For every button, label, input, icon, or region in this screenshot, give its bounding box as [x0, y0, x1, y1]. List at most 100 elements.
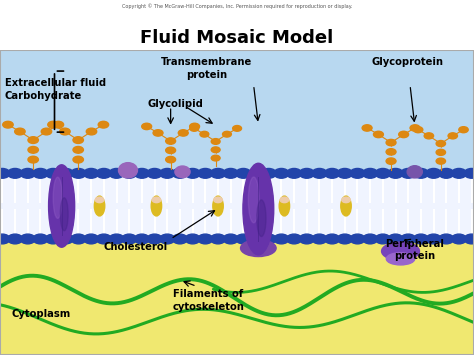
Circle shape — [166, 147, 175, 153]
Circle shape — [122, 234, 137, 244]
Ellipse shape — [95, 197, 104, 203]
Ellipse shape — [214, 197, 222, 203]
Ellipse shape — [257, 200, 266, 236]
Circle shape — [0, 234, 10, 244]
Circle shape — [363, 234, 378, 244]
Circle shape — [20, 234, 36, 244]
Circle shape — [413, 127, 423, 133]
Circle shape — [464, 234, 474, 244]
Circle shape — [122, 169, 137, 178]
Text: Filaments of
cytoskeleton: Filaments of cytoskeleton — [173, 289, 245, 312]
Circle shape — [147, 234, 162, 244]
Ellipse shape — [118, 163, 137, 178]
Bar — [0, 50, 474, 177]
Circle shape — [71, 234, 86, 244]
Circle shape — [451, 234, 466, 244]
Text: Cholesterol: Cholesterol — [103, 242, 167, 252]
Circle shape — [261, 169, 276, 178]
Circle shape — [211, 138, 220, 144]
Circle shape — [211, 147, 220, 153]
Circle shape — [274, 169, 289, 178]
Ellipse shape — [241, 240, 276, 257]
Circle shape — [459, 127, 468, 133]
Ellipse shape — [382, 242, 419, 260]
Circle shape — [46, 234, 61, 244]
Circle shape — [248, 169, 264, 178]
Text: Peripheral
protein: Peripheral protein — [385, 239, 444, 261]
Circle shape — [142, 123, 152, 130]
Circle shape — [413, 234, 428, 244]
Circle shape — [223, 169, 238, 178]
Circle shape — [375, 169, 391, 178]
Circle shape — [451, 169, 466, 178]
Circle shape — [222, 131, 231, 137]
Circle shape — [185, 169, 200, 178]
Circle shape — [386, 140, 396, 146]
Circle shape — [28, 147, 38, 153]
Circle shape — [350, 169, 365, 178]
Ellipse shape — [213, 196, 223, 216]
Circle shape — [83, 234, 99, 244]
Circle shape — [178, 130, 188, 136]
Circle shape — [233, 126, 242, 131]
Circle shape — [426, 234, 441, 244]
Circle shape — [200, 131, 209, 137]
Circle shape — [401, 234, 416, 244]
Circle shape — [436, 158, 446, 164]
Circle shape — [109, 169, 124, 178]
Circle shape — [299, 169, 314, 178]
Circle shape — [33, 234, 48, 244]
Circle shape — [41, 128, 52, 135]
Circle shape — [261, 234, 276, 244]
Ellipse shape — [341, 196, 351, 216]
Circle shape — [46, 169, 61, 178]
Circle shape — [190, 126, 199, 131]
Circle shape — [337, 234, 352, 244]
Circle shape — [399, 131, 409, 138]
Ellipse shape — [175, 166, 190, 178]
Circle shape — [28, 156, 38, 163]
Circle shape — [363, 169, 378, 178]
Circle shape — [147, 169, 162, 178]
Circle shape — [248, 234, 264, 244]
Ellipse shape — [386, 253, 415, 265]
Circle shape — [211, 155, 220, 161]
Circle shape — [83, 169, 99, 178]
Circle shape — [20, 169, 36, 178]
Circle shape — [8, 234, 23, 244]
Circle shape — [3, 121, 13, 128]
Circle shape — [60, 128, 70, 135]
Ellipse shape — [94, 196, 105, 216]
Ellipse shape — [151, 196, 162, 216]
Circle shape — [448, 133, 457, 139]
Circle shape — [86, 128, 97, 135]
Circle shape — [388, 234, 403, 244]
Circle shape — [436, 141, 446, 147]
Circle shape — [160, 234, 175, 244]
Circle shape — [0, 169, 10, 178]
Circle shape — [337, 169, 352, 178]
Ellipse shape — [342, 197, 350, 203]
Circle shape — [325, 234, 340, 244]
Circle shape — [134, 169, 149, 178]
Ellipse shape — [53, 177, 62, 218]
Circle shape — [33, 169, 48, 178]
Circle shape — [362, 125, 372, 131]
Circle shape — [210, 234, 226, 244]
Circle shape — [236, 234, 251, 244]
Text: Glycolipid: Glycolipid — [147, 99, 203, 109]
Circle shape — [15, 128, 25, 135]
Circle shape — [299, 234, 314, 244]
Circle shape — [198, 234, 213, 244]
Circle shape — [198, 169, 213, 178]
Circle shape — [464, 169, 474, 178]
Ellipse shape — [243, 163, 274, 255]
Circle shape — [426, 169, 441, 178]
Text: Transmembrane
protein: Transmembrane protein — [161, 57, 252, 80]
Circle shape — [436, 149, 446, 155]
Circle shape — [438, 234, 454, 244]
Circle shape — [96, 169, 111, 178]
Circle shape — [424, 133, 434, 139]
Circle shape — [223, 234, 238, 244]
Bar — [0, 235, 474, 355]
